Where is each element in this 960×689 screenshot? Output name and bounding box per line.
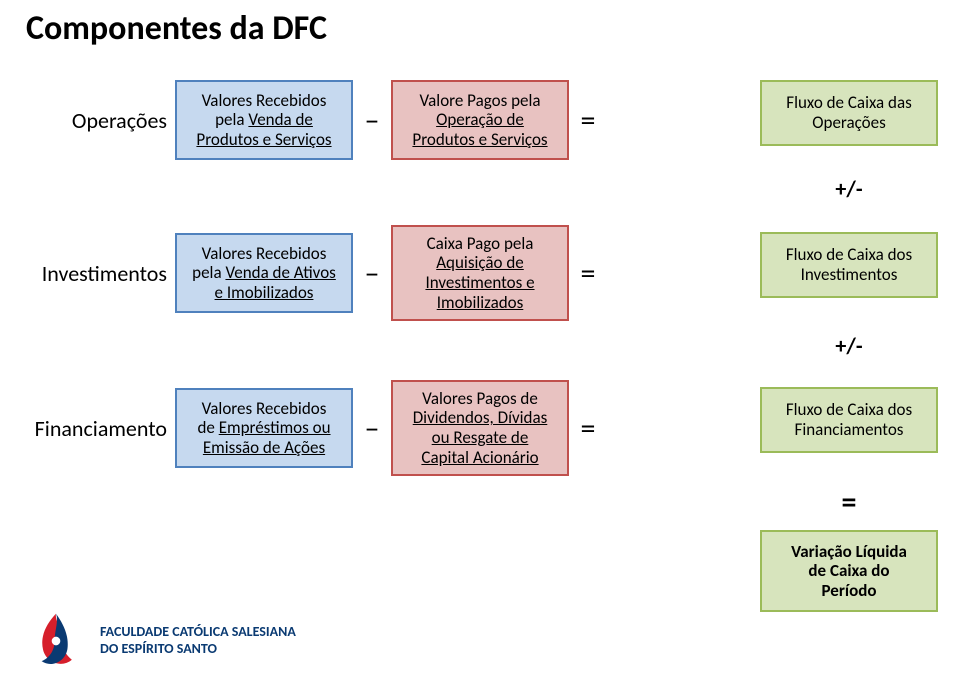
- box-fluxo-investimentos: Fluxo de Caixa dos Investimentos: [760, 232, 938, 298]
- box-investimentos-recebidos: Valores Recebidos pela Venda de Ativos e…: [175, 233, 353, 313]
- connector-eq-final: =: [760, 484, 938, 521]
- text: Venda de: [248, 109, 313, 130]
- text: Período: [822, 580, 877, 601]
- text: Fluxo de Caixa dos: [786, 399, 912, 420]
- text: Valores Recebidos: [202, 398, 327, 419]
- box-operacoes-recebidos: Valores Recebidos pela Venda de Produtos…: [175, 80, 353, 160]
- page-title: Componentes da DFC: [26, 8, 327, 49]
- text: pela: [215, 109, 248, 130]
- logo-text: FACULDADE CATÓLICA SALESIANA DO ESPÍRITO…: [100, 624, 296, 658]
- text: Empréstimos ou: [219, 417, 331, 438]
- text: Imobilizados: [437, 292, 524, 313]
- text: de: [197, 417, 218, 438]
- box-operacoes-pagos: Valore Pagos pela Operação de Produtos e…: [391, 80, 569, 160]
- text: Produtos e Serviços: [196, 129, 331, 150]
- connector-pm-1: +/-: [760, 175, 938, 202]
- row-label-operacoes: Operações: [0, 107, 175, 134]
- box-fluxo-financiamentos: Fluxo de Caixa dos Financiamentos: [760, 387, 938, 453]
- box-fluxo-operacoes: Fluxo de Caixa das Operações: [760, 80, 938, 146]
- logo-text-line2: DO ESPÍRITO SANTO: [100, 641, 296, 658]
- equals-operator: =: [569, 410, 607, 447]
- text: ou Resgate de: [432, 427, 529, 448]
- institution-logo: FACULDADE CATÓLICA SALESIANA DO ESPÍRITO…: [20, 605, 296, 677]
- minus-operator: –: [353, 102, 391, 139]
- box-investimentos-pagos: Caixa Pago pela Aquisição de Investiment…: [391, 225, 569, 321]
- text: Valores Recebidos: [202, 90, 327, 111]
- text: Investimentos: [801, 264, 898, 285]
- row-label-investimentos: Investimentos: [0, 260, 175, 287]
- text: Produtos e Serviços: [412, 129, 547, 150]
- box-financiamento-recebidos: Valores Recebidos de Empréstimos ou Emis…: [175, 388, 353, 468]
- box-variacao-liquida: Variação Líquida de Caixa do Período: [760, 530, 938, 612]
- text: Fluxo de Caixa das: [786, 92, 911, 113]
- box-financiamento-pagos: Valores Pagos de Dividendos, Dívidas ou …: [391, 380, 569, 476]
- connector-pm-2: +/-: [760, 332, 938, 359]
- minus-operator: –: [353, 410, 391, 447]
- text: Fluxo de Caixa dos: [786, 244, 912, 265]
- text: Operação de: [436, 109, 524, 130]
- minus-operator: –: [353, 255, 391, 292]
- logo-icon: [20, 605, 92, 677]
- equals-operator: =: [569, 102, 607, 139]
- text: Capital Acionário: [421, 447, 538, 468]
- text: Investimentos e: [425, 272, 534, 293]
- text: Caixa Pago pela: [427, 233, 534, 254]
- text: e Imobilizados: [215, 282, 314, 303]
- text: de Caixa do: [808, 560, 889, 581]
- text: Financiamentos: [795, 419, 904, 440]
- text: Emissão de Ações: [203, 437, 325, 458]
- text: Dividendos, Dívidas: [413, 407, 548, 428]
- text: Valore Pagos pela: [419, 90, 540, 111]
- row-label-financiamento: Financiamento: [0, 415, 175, 442]
- text: Valores Pagos de: [422, 388, 538, 409]
- text: Operações: [812, 112, 886, 133]
- text: Variação Líquida: [791, 541, 907, 562]
- equals-operator: =: [569, 255, 607, 292]
- text: pela: [192, 262, 225, 283]
- logo-text-line1: FACULDADE CATÓLICA SALESIANA: [100, 624, 296, 641]
- text: Aquisição de: [436, 252, 524, 273]
- text: Valores Recebidos: [202, 243, 327, 264]
- text: Venda de Ativos: [225, 262, 335, 283]
